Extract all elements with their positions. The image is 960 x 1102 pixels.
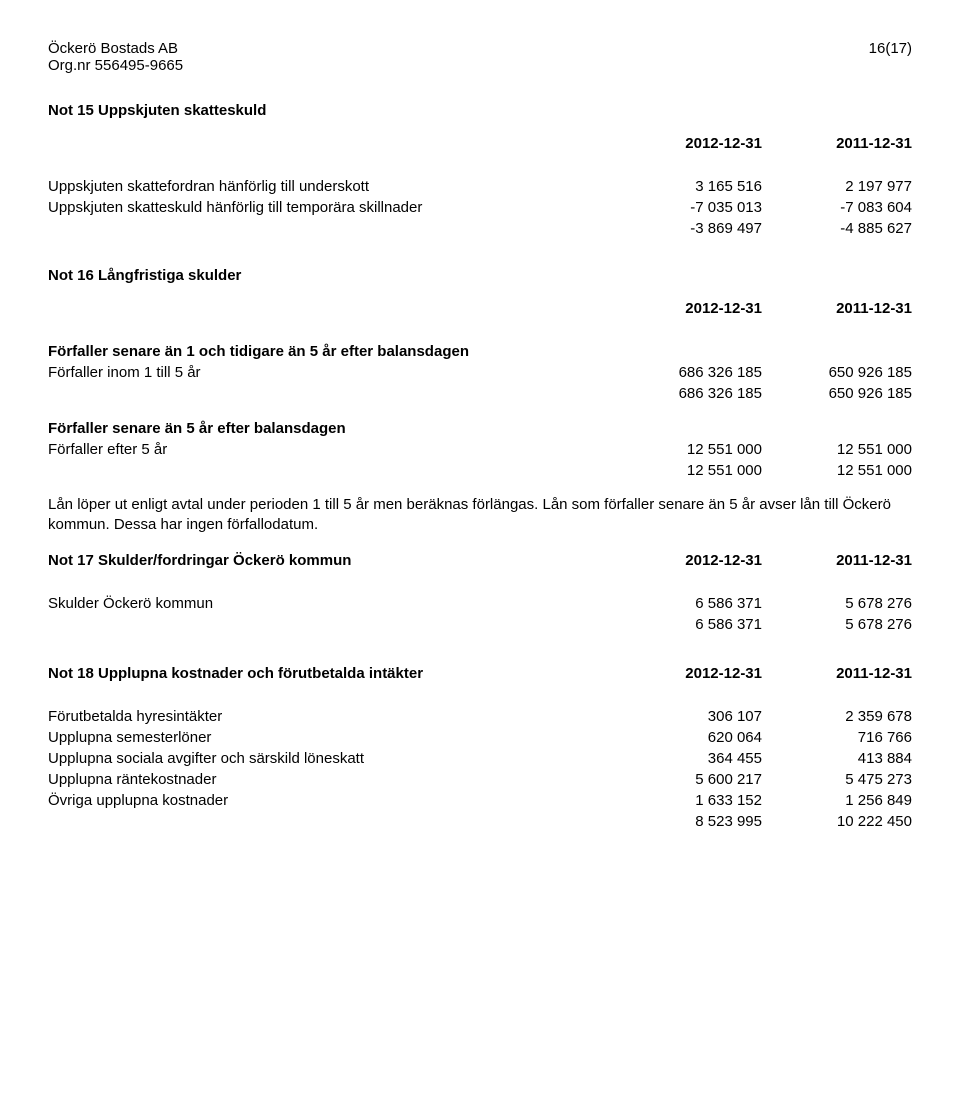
cell-value: 2 197 977 <box>762 176 912 197</box>
row-label: Övriga upplupna kostnader <box>48 790 612 811</box>
table-row: Uppskjuten skattefordran hänförlig till … <box>48 176 912 197</box>
cell-value: -3 869 497 <box>612 218 762 239</box>
cell-value: 5 678 276 <box>762 593 912 614</box>
table-row: Uppskjuten skatteskuld hänförlig till te… <box>48 197 912 218</box>
total-row: 6 586 371 5 678 276 <box>48 614 912 635</box>
table-row: Övriga upplupna kostnader 1 633 152 1 25… <box>48 790 912 811</box>
sub-title: Förfaller senare än 5 år efter balansdag… <box>48 420 346 437</box>
total-row: 12 551 000 12 551 000 <box>48 460 912 481</box>
cell-value: 3 165 516 <box>612 176 762 197</box>
cell-value: 364 455 <box>612 748 762 769</box>
table-row: Skulder Öckerö kommun 6 586 371 5 678 27… <box>48 593 912 614</box>
row-label: Förfaller efter 5 år <box>48 439 612 460</box>
note-18: Not 18 Upplupna kostnader och förutbetal… <box>48 663 912 832</box>
total-row: 8 523 995 10 222 450 <box>48 811 912 832</box>
note-16-title: Not 16 Långfristiga skulder <box>48 267 912 284</box>
page-number: 16(17) <box>869 40 912 57</box>
cell-value: 716 766 <box>762 727 912 748</box>
table-row: Upplupna semesterlöner 620 064 716 766 <box>48 727 912 748</box>
year-header-row: 2012-12-31 2011-12-31 <box>48 298 912 327</box>
page-header: Öckerö Bostads AB Org.nr 556495-9665 16(… <box>48 40 912 74</box>
cell-value: 686 326 185 <box>612 383 762 404</box>
note-15-title: Not 15 Uppskjuten skatteskuld <box>48 102 912 119</box>
row-label: Förutbetalda hyresintäkter <box>48 706 612 727</box>
cell-value: 8 523 995 <box>612 811 762 832</box>
table-row: Förfaller efter 5 år 12 551 000 12 551 0… <box>48 439 912 460</box>
row-label: Förfaller inom 1 till 5 år <box>48 362 612 383</box>
year-2: 2011-12-31 <box>762 298 912 327</box>
total-row: -3 869 497 -4 885 627 <box>48 218 912 239</box>
row-label: Upplupna semesterlöner <box>48 727 612 748</box>
company-name: Öckerö Bostads AB <box>48 40 183 57</box>
cell-value: 650 926 185 <box>762 383 912 404</box>
cell-value: 650 926 185 <box>762 362 912 383</box>
year-2: 2011-12-31 <box>762 133 912 162</box>
cell-value: 5 475 273 <box>762 769 912 790</box>
table-row: Upplupna sociala avgifter och särskild l… <box>48 748 912 769</box>
year-1: 2012-12-31 <box>612 298 762 327</box>
cell-value: 5 678 276 <box>762 614 912 635</box>
table-row: Förfaller inom 1 till 5 år 686 326 185 6… <box>48 362 912 383</box>
note-16: Not 16 Långfristiga skulder 2012-12-31 2… <box>48 267 912 536</box>
org-number: Org.nr 556495-9665 <box>48 57 183 74</box>
note-15-table: 2012-12-31 2011-12-31 Uppskjuten skattef… <box>48 133 912 239</box>
subheading-row: Förfaller senare än 5 år efter balansdag… <box>48 418 912 439</box>
year-2: 2011-12-31 <box>762 550 912 579</box>
year-2: 2011-12-31 <box>762 663 912 692</box>
note-17-table: Not 17 Skulder/fordringar Öckerö kommun … <box>48 550 912 635</box>
cell-value: 10 222 450 <box>762 811 912 832</box>
title-year-row: Not 18 Upplupna kostnader och förutbetal… <box>48 663 912 692</box>
row-label: Skulder Öckerö kommun <box>48 593 612 614</box>
note-17: Not 17 Skulder/fordringar Öckerö kommun … <box>48 550 912 635</box>
cell-value: 12 551 000 <box>612 439 762 460</box>
year-1: 2012-12-31 <box>612 133 762 162</box>
cell-value: -7 083 604 <box>762 197 912 218</box>
title-year-row: Not 17 Skulder/fordringar Öckerö kommun … <box>48 550 912 579</box>
row-label: Uppskjuten skatteskuld hänförlig till te… <box>48 197 612 218</box>
year-1: 2012-12-31 <box>612 663 762 692</box>
cell-value: 620 064 <box>612 727 762 748</box>
row-label: Upplupna räntekostnader <box>48 769 612 790</box>
note-18-table: Not 18 Upplupna kostnader och förutbetal… <box>48 663 912 832</box>
company-block: Öckerö Bostads AB Org.nr 556495-9665 <box>48 40 183 74</box>
cell-value: 5 600 217 <box>612 769 762 790</box>
note-18-title: Not 18 Upplupna kostnader och förutbetal… <box>48 665 423 682</box>
cell-value: -4 885 627 <box>762 218 912 239</box>
cell-value: 6 586 371 <box>612 593 762 614</box>
note-17-title: Not 17 Skulder/fordringar Öckerö kommun <box>48 552 351 569</box>
row-label: Upplupna sociala avgifter och särskild l… <box>48 748 612 769</box>
subheading-row: Förfaller senare än 1 och tidigare än 5 … <box>48 341 912 362</box>
cell-value: -7 035 013 <box>612 197 762 218</box>
note-15: Not 15 Uppskjuten skatteskuld 2012-12-31… <box>48 102 912 239</box>
row-label: Uppskjuten skattefordran hänförlig till … <box>48 176 612 197</box>
cell-value: 686 326 185 <box>612 362 762 383</box>
cell-value: 1 633 152 <box>612 790 762 811</box>
cell-value: 12 551 000 <box>762 460 912 481</box>
table-row: Upplupna räntekostnader 5 600 217 5 475 … <box>48 769 912 790</box>
note-16-text: Lån löper ut enligt avtal under perioden… <box>48 495 912 536</box>
table-row: Förutbetalda hyresintäkter 306 107 2 359… <box>48 706 912 727</box>
cell-value: 12 551 000 <box>612 460 762 481</box>
total-row: 686 326 185 650 926 185 <box>48 383 912 404</box>
cell-value: 6 586 371 <box>612 614 762 635</box>
note-16-table: 2012-12-31 2011-12-31 Förfaller senare ä… <box>48 298 912 481</box>
year-header-row: 2012-12-31 2011-12-31 <box>48 133 912 162</box>
year-1: 2012-12-31 <box>612 550 762 579</box>
cell-value: 413 884 <box>762 748 912 769</box>
cell-value: 306 107 <box>612 706 762 727</box>
cell-value: 1 256 849 <box>762 790 912 811</box>
sub-title: Förfaller senare än 1 och tidigare än 5 … <box>48 343 469 360</box>
cell-value: 2 359 678 <box>762 706 912 727</box>
cell-value: 12 551 000 <box>762 439 912 460</box>
